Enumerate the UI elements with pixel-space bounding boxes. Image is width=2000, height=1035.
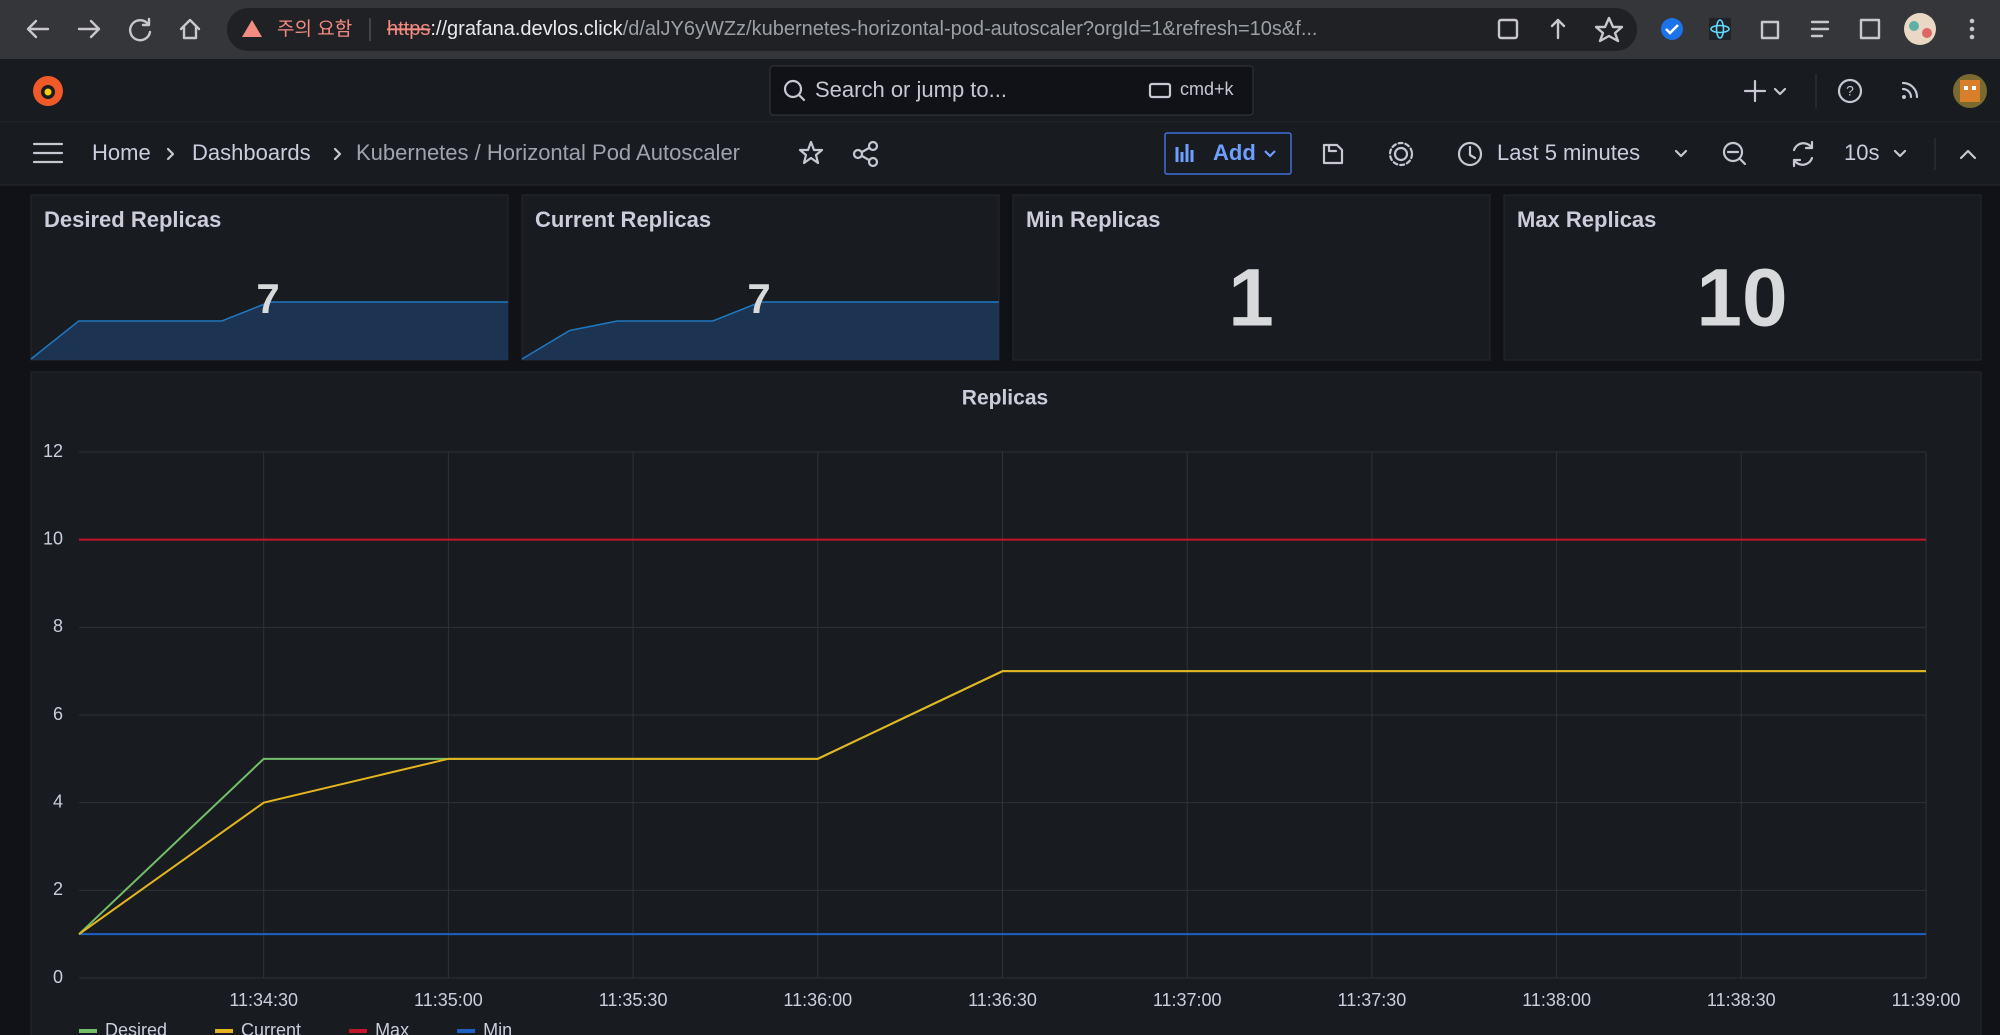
legend-entry: Max bbox=[375, 1020, 409, 1035]
stat-value: 10 bbox=[1696, 253, 1787, 344]
search-icon bbox=[783, 79, 803, 99]
x-tick-label: 11:38:30 bbox=[1707, 990, 1776, 1010]
x-tick-label: 11:36:00 bbox=[783, 990, 852, 1010]
search-box[interactable] bbox=[769, 65, 1254, 116]
x-tick-label: 11:34:30 bbox=[229, 990, 298, 1010]
y-tick-label: 10 bbox=[43, 528, 63, 548]
y-tick-label: 2 bbox=[53, 879, 63, 899]
shortcut: cmd+k bbox=[1180, 79, 1235, 99]
stat-title: Max Replicas bbox=[1517, 207, 1656, 232]
add-button[interactable] bbox=[1164, 132, 1292, 175]
nav-buttons[interactable] bbox=[26, 17, 201, 42]
legend-entry: Desired bbox=[105, 1020, 167, 1035]
sparkline-area bbox=[31, 302, 508, 360]
stat-value: 7 bbox=[256, 275, 279, 322]
stat-panel bbox=[1503, 194, 1982, 361]
breadcrumb-link[interactable]: Dashboards bbox=[192, 140, 311, 165]
sparkline bbox=[30, 301, 508, 360]
x-tick-label: 11:39:00 bbox=[1892, 990, 1961, 1010]
breadcrumb-separator bbox=[333, 147, 342, 161]
toolbar-icons[interactable] bbox=[1322, 141, 1483, 167]
add-label: Add bbox=[1213, 140, 1256, 165]
series-line bbox=[78, 670, 1926, 935]
chevron bbox=[1264, 150, 1276, 158]
help-icon: ? bbox=[1846, 83, 1854, 99]
grafana-logo[interactable] bbox=[33, 76, 63, 106]
y-tick-label: 12 bbox=[43, 441, 63, 461]
share-button[interactable] bbox=[852, 140, 879, 168]
browser-icons[interactable] bbox=[1497, 13, 1975, 45]
y-tick-label: 4 bbox=[53, 791, 63, 811]
stat-title: Min Replicas bbox=[1026, 207, 1160, 232]
toolbar-icons[interactable] bbox=[1722, 140, 1814, 168]
keyboard-icon bbox=[1148, 82, 1172, 99]
y-tick-label: 6 bbox=[53, 704, 63, 724]
search-placeholder: Search or jump to... bbox=[815, 77, 1007, 102]
chevron bbox=[1674, 149, 1688, 158]
warning-icon bbox=[242, 20, 262, 37]
x-tick-label: 11:37:30 bbox=[1338, 990, 1407, 1010]
breadcrumb-current: Kubernetes / Horizontal Pod Autoscaler bbox=[356, 140, 740, 165]
url-host: ://grafana.devlos.click bbox=[430, 18, 623, 40]
stat-panel bbox=[1012, 194, 1491, 361]
menu-icon[interactable] bbox=[32, 142, 64, 164]
x-tick-label: 11:38:00 bbox=[1522, 990, 1591, 1010]
url-scheme: https bbox=[387, 18, 430, 40]
url-bar[interactable] bbox=[227, 8, 1637, 51]
url-path: /d/alJY6yWZz/kubernetes-horizontal-pod-a… bbox=[623, 18, 1318, 40]
y-tick-label: 0 bbox=[53, 967, 63, 987]
stat-value: 7 bbox=[747, 275, 770, 322]
header-icons[interactable]: ? bbox=[1743, 74, 1987, 108]
add-icon bbox=[1175, 144, 1194, 162]
time-range[interactable]: Last 5 minutes bbox=[1497, 140, 1640, 165]
legend-entry: Current bbox=[241, 1020, 301, 1035]
x-tick-label: 11:37:00 bbox=[1153, 990, 1222, 1010]
breadcrumb-separator bbox=[166, 147, 175, 161]
refresh-interval[interactable]: 10s bbox=[1844, 140, 1879, 165]
stat-value: 1 bbox=[1228, 253, 1274, 344]
warning-text: 주의 요함 bbox=[277, 18, 352, 40]
chart-panel bbox=[30, 371, 1982, 1035]
x-tick-label: 11:35:30 bbox=[599, 990, 668, 1010]
sparkline bbox=[521, 301, 999, 360]
star-button[interactable] bbox=[798, 140, 824, 165]
sparkline-area bbox=[522, 302, 999, 360]
url: https://grafana.devlos.click/d/alJY6yWZz… bbox=[387, 18, 1318, 40]
collapse-button[interactable] bbox=[1959, 149, 1977, 160]
stat-title: Desired Replicas bbox=[44, 207, 221, 232]
x-tick-label: 11:35:00 bbox=[414, 990, 483, 1010]
chevron bbox=[1893, 149, 1907, 158]
search-icon bbox=[797, 93, 806, 102]
legend-entry: Min bbox=[483, 1020, 512, 1035]
stat-title: Current Replicas bbox=[535, 207, 711, 232]
chart-title: Replicas bbox=[962, 387, 1048, 410]
breadcrumb-link[interactable]: Home bbox=[92, 140, 151, 165]
y-tick-label: 8 bbox=[53, 616, 63, 636]
x-tick-label: 11:36:30 bbox=[968, 990, 1037, 1010]
